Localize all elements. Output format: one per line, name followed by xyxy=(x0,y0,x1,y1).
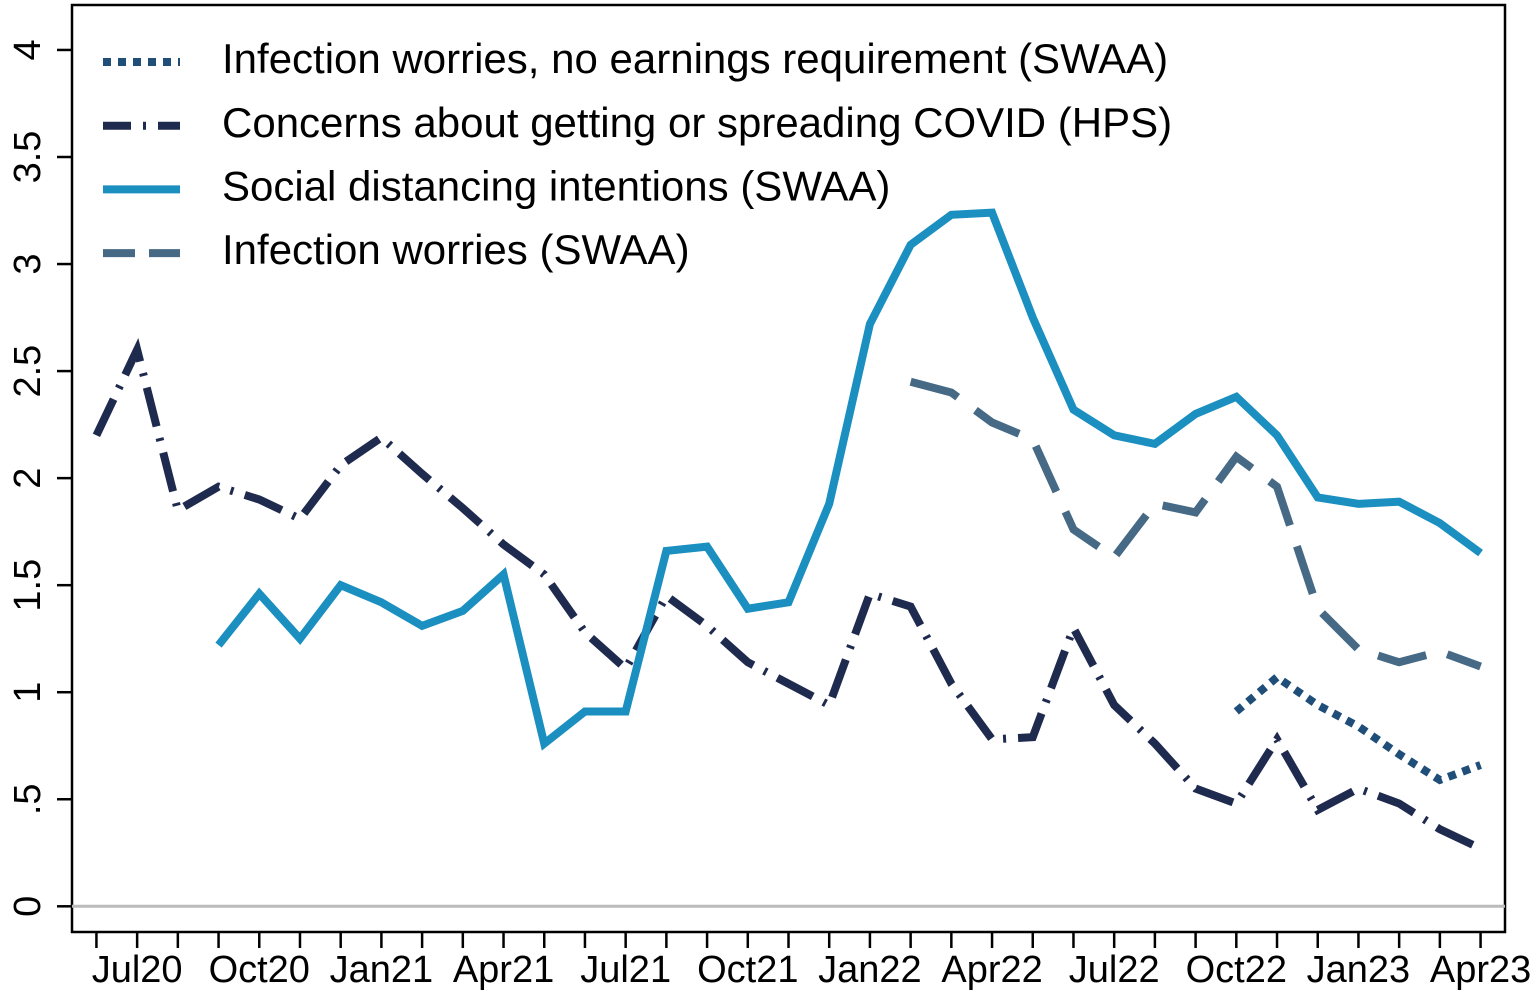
y-tick-label: 1.5 xyxy=(7,559,49,612)
x-tick-label: Oct20 xyxy=(209,949,310,991)
series-line xyxy=(909,377,1482,671)
x-tick-label: Apr23 xyxy=(1430,949,1531,991)
x-tick-label: Oct22 xyxy=(1186,949,1287,991)
y-tick-label: 1 xyxy=(7,682,49,703)
x-tick-label: Apr21 xyxy=(453,949,554,991)
series-line xyxy=(215,208,1483,751)
y-tick-label: .5 xyxy=(7,783,49,815)
y-tick-label: 3.5 xyxy=(7,131,49,184)
y-tick-label: 3 xyxy=(7,253,49,274)
x-tick-label: Jan21 xyxy=(330,949,434,991)
legend-label: Social distancing intentions (SWAA) xyxy=(222,162,890,209)
y-tick-label: 2 xyxy=(7,468,49,489)
y-tick-label: 2.5 xyxy=(7,345,49,398)
x-tick-label: Jan23 xyxy=(1307,949,1411,991)
y-tick-label: 0 xyxy=(7,896,49,917)
x-tick-label: Jul21 xyxy=(580,949,671,991)
series-line xyxy=(1233,672,1482,785)
x-tick-label: Jul22 xyxy=(1069,949,1160,991)
y-tick-label: 4 xyxy=(7,39,49,60)
x-tick-label: Apr22 xyxy=(941,949,1042,991)
legend-label: Concerns about getting or spreading COVI… xyxy=(222,99,1172,146)
legend-label: Infection worries, no earnings requireme… xyxy=(222,35,1168,82)
series-line xyxy=(92,337,1483,853)
x-tick-label: Jan22 xyxy=(818,949,922,991)
x-tick-label: Oct21 xyxy=(697,949,798,991)
legend-label: Infection worries (SWAA) xyxy=(222,226,690,273)
x-tick-label: Jul20 xyxy=(92,949,183,991)
